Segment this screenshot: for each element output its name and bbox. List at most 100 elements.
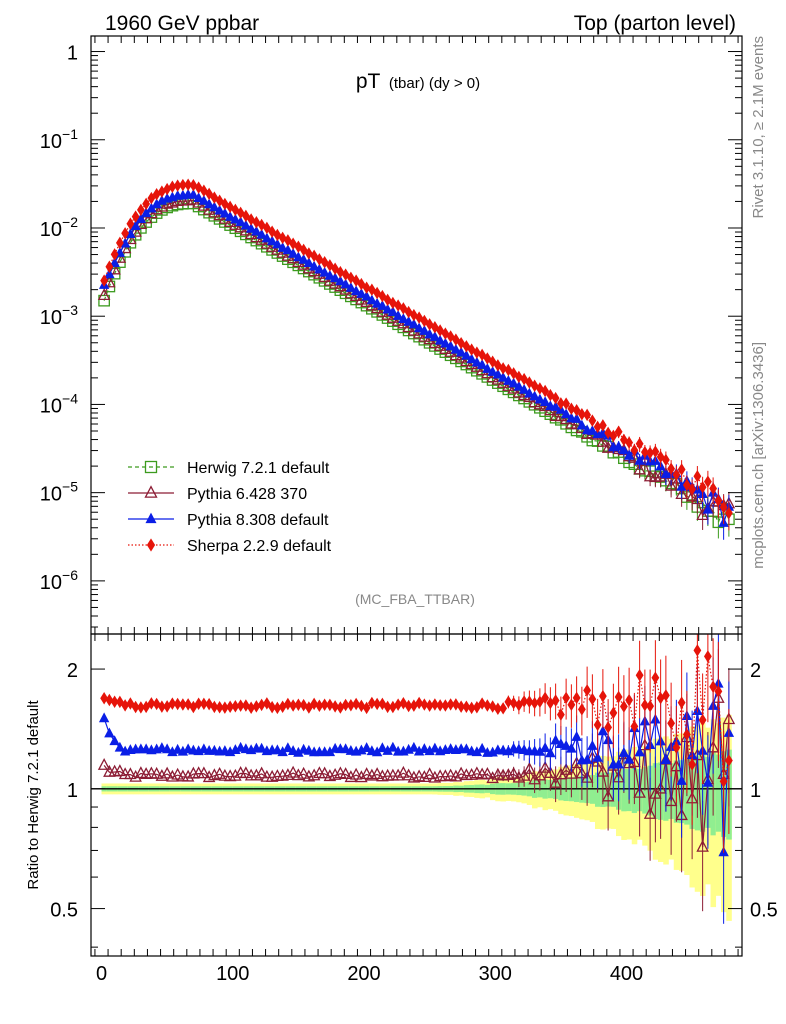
data-point bbox=[329, 272, 341, 283]
ratio-point bbox=[625, 693, 634, 707]
main-ticks: 1 10−1 10−2 10−3 10−4 10−5 10−6 bbox=[40, 36, 742, 634]
ratio-point bbox=[597, 725, 609, 736]
ratio-point bbox=[604, 721, 613, 734]
data-point bbox=[577, 407, 586, 421]
ratio-point bbox=[110, 695, 119, 708]
ratio-point bbox=[297, 766, 310, 779]
data-point bbox=[319, 266, 330, 277]
data-point bbox=[163, 182, 172, 196]
series-3 bbox=[100, 178, 733, 531]
ratio-frame bbox=[90, 633, 743, 957]
data-point bbox=[633, 462, 646, 475]
ratio-point bbox=[131, 700, 140, 714]
legend-marker bbox=[146, 538, 156, 552]
ratio-point bbox=[150, 766, 163, 779]
data-point bbox=[408, 318, 420, 329]
data-point bbox=[273, 228, 282, 242]
data-point bbox=[168, 180, 177, 193]
data-point bbox=[539, 396, 551, 407]
ratio-point bbox=[441, 699, 450, 712]
x-tick-label: 100 bbox=[216, 963, 249, 985]
ratio-point bbox=[601, 789, 615, 802]
data-point bbox=[476, 358, 488, 369]
data-point bbox=[609, 429, 618, 443]
ratio-point bbox=[378, 697, 387, 711]
data-point bbox=[251, 225, 262, 236]
data-point bbox=[698, 481, 707, 494]
ratio-point bbox=[503, 745, 514, 756]
ratio-point bbox=[370, 767, 384, 780]
ratio-point bbox=[588, 692, 597, 706]
ratio-point bbox=[633, 785, 646, 798]
data-point bbox=[325, 259, 334, 272]
data-point bbox=[245, 222, 257, 233]
ratio-point bbox=[373, 697, 382, 711]
ratio-point bbox=[714, 685, 723, 698]
data-point bbox=[314, 263, 325, 274]
legend-marker bbox=[145, 512, 157, 524]
data-point bbox=[714, 494, 723, 507]
ratio-point bbox=[299, 698, 308, 712]
data-point bbox=[398, 313, 409, 323]
data-point bbox=[664, 478, 678, 491]
ratio-point bbox=[538, 760, 552, 773]
data-point bbox=[184, 178, 193, 191]
ratio-point bbox=[664, 794, 678, 807]
ratio-point bbox=[315, 699, 324, 713]
data-point bbox=[409, 308, 418, 322]
ratio-point bbox=[446, 698, 455, 711]
data-point bbox=[635, 437, 644, 450]
ratio-point bbox=[307, 768, 321, 781]
ratio-point bbox=[424, 745, 435, 756]
ratio-point bbox=[545, 747, 556, 758]
data-point bbox=[378, 289, 387, 303]
data-point bbox=[109, 257, 120, 267]
data-point bbox=[703, 475, 712, 488]
data-point bbox=[97, 288, 111, 301]
data-point bbox=[688, 483, 697, 496]
ratio-point bbox=[517, 768, 531, 781]
data-point bbox=[115, 236, 124, 250]
data-point bbox=[304, 247, 313, 260]
data-point bbox=[146, 202, 157, 213]
ratio-point bbox=[420, 698, 429, 711]
ratio-point bbox=[646, 699, 655, 713]
ratio-point bbox=[294, 698, 303, 712]
data-point bbox=[125, 228, 136, 239]
data-point bbox=[294, 240, 303, 253]
ratio-y-tick-label-right: 0.5 bbox=[750, 900, 778, 922]
ratio-point bbox=[104, 727, 115, 738]
ratio-point bbox=[457, 700, 466, 713]
ratio-point bbox=[488, 700, 497, 713]
data-point bbox=[261, 232, 273, 243]
ratio-point bbox=[163, 700, 172, 713]
ratio-point bbox=[367, 696, 376, 710]
ratio-point bbox=[355, 770, 368, 783]
data-point bbox=[241, 209, 250, 223]
ratio-point bbox=[197, 766, 211, 779]
legend-label: Pythia 8.308 default bbox=[187, 512, 329, 529]
ratio-point bbox=[97, 758, 111, 770]
data-point bbox=[105, 260, 114, 274]
data-point bbox=[661, 453, 670, 467]
ratio-point bbox=[643, 806, 657, 819]
data-point bbox=[308, 260, 320, 271]
ratio-point bbox=[388, 700, 397, 714]
ratio-point bbox=[654, 781, 667, 794]
ratio-point bbox=[550, 734, 561, 745]
data-point bbox=[403, 315, 414, 326]
data-point bbox=[151, 198, 162, 209]
data-point bbox=[100, 274, 109, 287]
y-tick-label: 10−5 bbox=[40, 479, 78, 506]
data-point bbox=[268, 225, 277, 238]
ratio-point bbox=[476, 742, 488, 753]
data-point bbox=[266, 235, 278, 246]
data-point bbox=[593, 420, 602, 434]
ratio-point bbox=[202, 770, 216, 783]
legend-marker bbox=[144, 460, 158, 474]
data-point bbox=[356, 288, 367, 298]
ratio-point bbox=[383, 700, 392, 714]
ratio-point bbox=[635, 669, 644, 682]
data-point bbox=[367, 283, 376, 296]
ratio-point bbox=[160, 766, 174, 779]
